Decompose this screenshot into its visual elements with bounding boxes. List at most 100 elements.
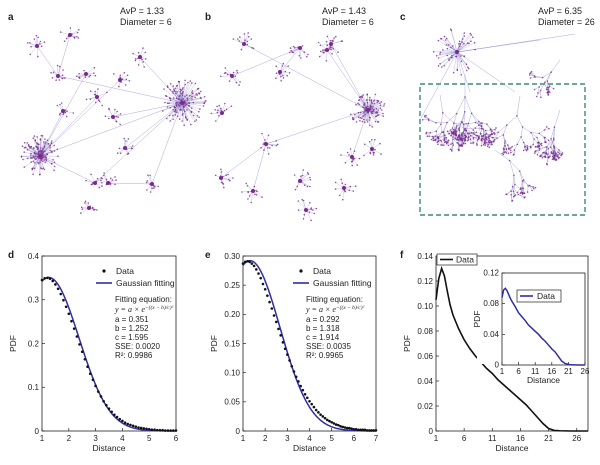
net-c-tree-link xyxy=(520,126,523,137)
net-c-tree-node xyxy=(522,192,525,195)
net-b-cluster-node xyxy=(218,104,220,107)
net-a-cluster-node xyxy=(29,53,32,56)
net-b-cluster-node xyxy=(346,151,349,154)
chart-e-xtick-label: 3 xyxy=(285,434,290,443)
net-b-cluster-node xyxy=(301,198,304,201)
net-c-tree-link xyxy=(436,124,442,132)
net-c-tree-node xyxy=(504,142,506,144)
net-c-tree-node xyxy=(430,138,433,141)
net-a-cluster-edge xyxy=(181,83,192,104)
chart-d-data-point xyxy=(163,429,167,432)
net-a-cluster-node xyxy=(176,111,178,114)
net-c-tree-node xyxy=(557,157,560,160)
chart-e-data-point xyxy=(350,427,353,430)
net-b-cluster-node xyxy=(301,45,304,47)
net-b-cluster-node xyxy=(227,173,229,176)
net-b-cluster-node xyxy=(363,102,366,105)
net-c-tree-node xyxy=(541,76,544,79)
net-b-cluster-node xyxy=(247,32,249,34)
net-b-cluster-node xyxy=(374,148,376,151)
net-c-cluster-node xyxy=(439,53,441,55)
net-c-tree-node xyxy=(448,132,451,135)
net-b-cluster-node xyxy=(286,74,289,77)
net-a-cluster-hub xyxy=(95,95,99,99)
net-a-cluster-node xyxy=(62,77,64,80)
chart-e-data-point xyxy=(337,423,340,427)
net-b-cluster-node xyxy=(349,185,352,188)
net-a-cluster-node xyxy=(32,147,35,149)
net-a-cluster-node xyxy=(172,90,174,93)
net-c-cluster-node xyxy=(455,55,457,58)
net-a-cluster-hub xyxy=(138,55,142,59)
net-a-cluster-node xyxy=(113,73,115,75)
net-c-tree-node xyxy=(452,136,454,138)
net-a-cluster-edge xyxy=(163,88,183,104)
net-c-tree-node xyxy=(477,136,480,138)
net-c-tree-node xyxy=(516,115,518,117)
net-c-tree-link xyxy=(456,96,466,114)
avp-label-b: AvP = 1.43 xyxy=(322,6,366,16)
net-b-cluster-edge xyxy=(353,109,369,120)
net-c-link xyxy=(456,51,471,93)
chart-d-data-point xyxy=(72,327,76,330)
net-c-tree-node xyxy=(547,147,550,150)
net-a-cluster-node xyxy=(182,87,184,89)
net-c-tree-node xyxy=(486,141,488,144)
net-c-tree-link xyxy=(522,180,530,186)
net-c-cluster-node xyxy=(443,64,446,67)
net-c-tree-node xyxy=(453,122,455,124)
chart-d-ytick-label: 0.2 xyxy=(28,339,40,348)
panel-label-a: a xyxy=(8,12,14,23)
net-b-cluster-node xyxy=(307,53,309,56)
net-a-cluster-node xyxy=(46,139,49,141)
net-b-cluster-node xyxy=(352,116,354,119)
net-c-tree-link xyxy=(456,122,463,129)
net-c-cluster-node xyxy=(459,45,461,47)
net-c-tree-node xyxy=(466,139,469,142)
net-b-cluster-node xyxy=(361,96,364,98)
chart-e-ytick-label: 0.10 xyxy=(224,368,240,377)
net-c-tree-node xyxy=(440,140,443,142)
chart-e-data-point xyxy=(372,429,376,432)
net-a-cluster-node xyxy=(76,31,79,34)
net-c-tree-node xyxy=(489,139,491,142)
net-b-cluster-node xyxy=(243,33,246,35)
net-a-cluster-node xyxy=(65,115,68,118)
net-c-tree-node xyxy=(434,135,437,137)
net-c-tree-link xyxy=(536,137,540,143)
net-a-cluster-node xyxy=(40,167,42,169)
chart-e-data-point xyxy=(365,429,369,432)
chart-e-data-point xyxy=(374,429,378,432)
net-a-cluster-edge xyxy=(24,151,41,157)
net-a-cluster-node xyxy=(43,145,46,147)
net-a-cluster-edge xyxy=(181,102,194,116)
net-a-cluster-node xyxy=(97,88,99,90)
net-c-tree-node xyxy=(495,127,497,129)
net-a-cluster-node xyxy=(72,112,75,114)
net-a-cluster-node xyxy=(34,162,36,164)
net-a-cluster-node xyxy=(53,169,55,171)
chart-d-data-point xyxy=(155,428,159,432)
net-c-cluster-node xyxy=(439,62,441,65)
net-c-cluster-node xyxy=(468,42,470,45)
net-a-cluster-node xyxy=(64,111,67,114)
chart-e-data-point xyxy=(325,418,329,422)
net-c-tree-node xyxy=(540,154,542,157)
net-b-cluster-node xyxy=(247,35,250,38)
net-c-tree-link xyxy=(534,149,540,154)
net-c-tree-link xyxy=(440,124,443,133)
chart-e-data-point xyxy=(370,429,373,432)
net-c-cluster-node xyxy=(459,43,462,45)
net-a-cluster-node xyxy=(40,134,43,137)
net-c-tree-node xyxy=(465,123,467,125)
net-c-tree-node xyxy=(455,112,458,115)
net-a-cluster-node xyxy=(38,157,40,160)
net-a-cluster-node xyxy=(36,146,38,148)
net-b-cluster-node xyxy=(241,191,243,193)
net-c-tree-link xyxy=(464,96,472,114)
chart-d-data-point xyxy=(83,357,87,361)
net-c-tree-node xyxy=(449,148,452,151)
net-c-tree-link xyxy=(519,171,524,181)
net-a-cluster-node xyxy=(163,88,165,90)
